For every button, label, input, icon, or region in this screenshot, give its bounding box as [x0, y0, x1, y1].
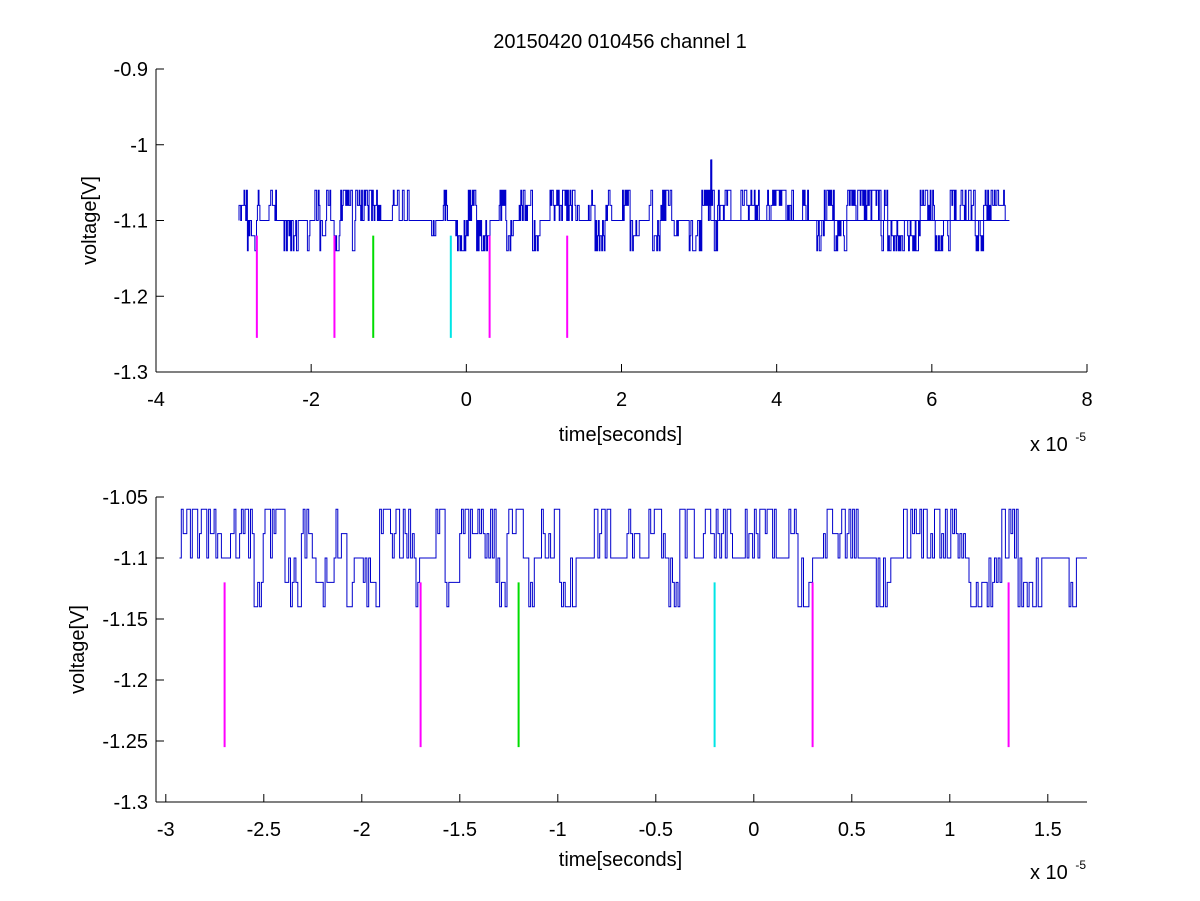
x-tick-label: 1.5 — [1034, 819, 1062, 841]
top-marker-layer — [255, 235, 569, 338]
bottom-y-axis-label: voltage[V] — [67, 605, 89, 694]
series-trace — [179, 508, 1087, 608]
y-tick-label: -1.15 — [102, 609, 148, 631]
y-tick-label: -1.1 — [114, 548, 148, 570]
y-tick-label: -1.1 — [114, 211, 148, 233]
x-tick-label: 1 — [944, 819, 955, 841]
x-tick-label: -4 — [147, 389, 165, 411]
top-xticks: -4 -2 0 2 4 6 8 — [147, 364, 1093, 411]
y-tick-label: -1.2 — [114, 286, 148, 308]
bottom-x-axis-label: time[seconds] — [559, 849, 682, 871]
y-tick-label: -1.3 — [114, 362, 148, 384]
x-tick-label: 4 — [771, 389, 782, 411]
y-tick-label: -1.2 — [114, 670, 148, 692]
x-tick-label: -2 — [353, 819, 371, 841]
x-tick-label: 0.5 — [838, 819, 866, 841]
top-axes: -4 -2 0 2 4 6 8 -1.3 -1.2 -1.1 -1 -0.9 time[second… — [79, 59, 1093, 456]
bottom-marker-layer — [223, 582, 1010, 748]
y-tick-label: -0.9 — [114, 59, 148, 81]
bottom-x-multiplier: x 10 -5 — [1030, 858, 1086, 884]
bottom-xticks: -3 -2.5 -2 -1.5 -1 -0.5 0 0.5 1 1.5 — [157, 794, 1062, 841]
bottom-yticks: -1.3 -1.25 -1.2 -1.15 -1.1 -1.05 — [102, 487, 164, 814]
top-y-axis-label: voltage[V] — [79, 176, 101, 265]
x-tick-label: -3 — [157, 819, 175, 841]
y-tick-label: -1.05 — [102, 487, 148, 509]
x-tick-label: 0 — [461, 389, 472, 411]
x-tick-label: 8 — [1081, 389, 1092, 411]
top-yticks: -1.3 -1.2 -1.1 -1 -0.9 — [114, 59, 164, 384]
top-x-axis-label: time[seconds] — [559, 424, 682, 446]
y-tick-label: -1.25 — [102, 731, 148, 753]
y-tick-label: -1 — [130, 135, 148, 157]
x-tick-label: -0.5 — [639, 819, 673, 841]
x-tick-label: 0 — [748, 819, 759, 841]
bottom-axes: -3 -2.5 -2 -1.5 -1 -0.5 0 0.5 1 1.5 -1.3 -1.25 -1.2… — [67, 487, 1087, 884]
x-tick-label: -1 — [549, 819, 567, 841]
top-trace-layer — [238, 159, 1010, 252]
x-tick-label: -2 — [302, 389, 320, 411]
y-tick-label: -1.3 — [114, 792, 148, 814]
series-trace — [238, 159, 1010, 252]
x-tick-label: 2 — [616, 389, 627, 411]
x-tick-label: -2.5 — [247, 819, 281, 841]
top-x-multiplier: x 10 -5 — [1030, 430, 1086, 456]
top-x-multiplier-exponent: -5 — [1075, 430, 1086, 444]
figure-title: 20150420 010456 channel 1 — [493, 31, 747, 53]
bottom-x-multiplier-base: x 10 — [1030, 862, 1068, 884]
x-tick-label: 6 — [926, 389, 937, 411]
top-x-multiplier-base: x 10 — [1030, 434, 1068, 456]
bottom-trace-layer — [179, 508, 1087, 608]
x-tick-label: -1.5 — [443, 819, 477, 841]
bottom-x-multiplier-exponent: -5 — [1075, 858, 1086, 872]
